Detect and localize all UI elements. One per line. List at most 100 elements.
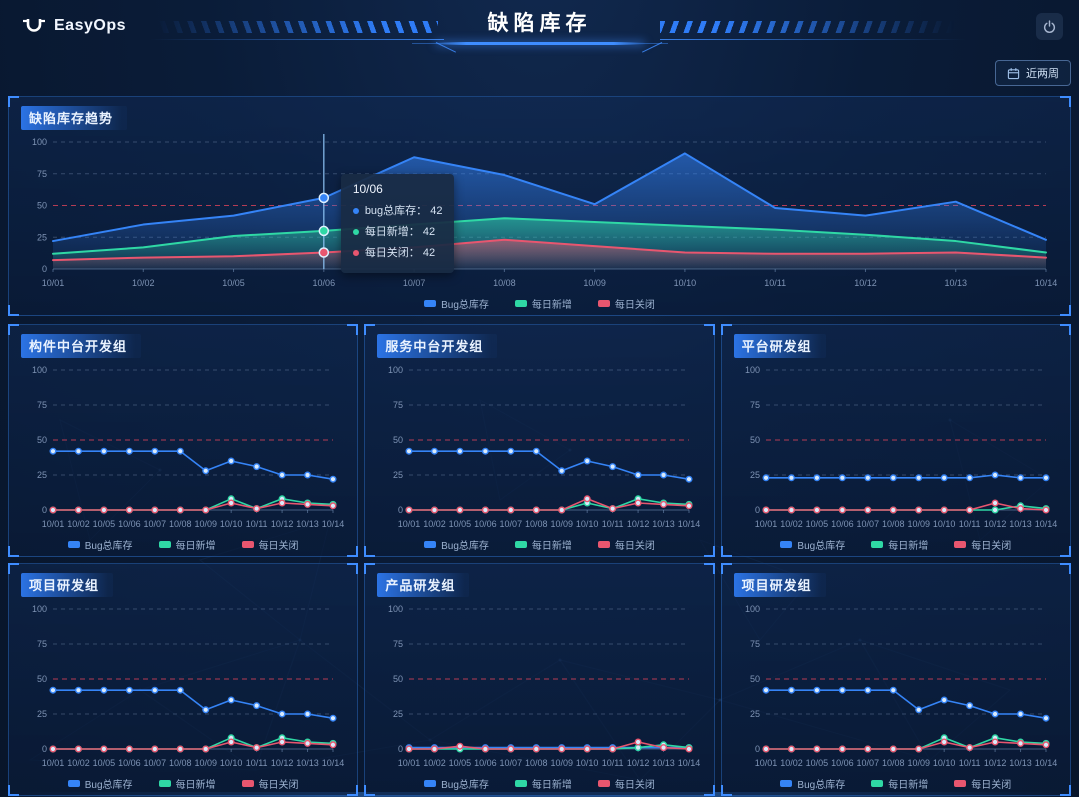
svg-text:50: 50 — [37, 435, 47, 445]
legend-item[interactable]: 每日新增 — [514, 296, 572, 311]
svg-text:0: 0 — [42, 264, 47, 274]
legend-item[interactable]: 每日关闭 — [597, 776, 655, 791]
panel-title: 平台研发组 — [733, 334, 826, 358]
legend-item[interactable]: Bug总库存 — [780, 776, 845, 791]
legend-item[interactable]: Bug总库存 — [424, 296, 489, 311]
svg-text:10/06: 10/06 — [831, 519, 854, 529]
chart-tooltip: 10/06 bug总库存： 42 每日新增： 42 每日关闭： 42 — [340, 174, 455, 273]
panel-title: 服务中台开发组 — [377, 334, 498, 358]
svg-text:10/10: 10/10 — [220, 519, 243, 529]
calendar-icon — [1007, 67, 1020, 79]
svg-text:10/10: 10/10 — [933, 758, 956, 768]
svg-text:10/07: 10/07 — [500, 758, 523, 768]
svg-text:100: 100 — [32, 137, 47, 147]
legend-item[interactable]: Bug总库存 — [424, 776, 489, 791]
svg-text:10/10: 10/10 — [933, 519, 956, 529]
legend-item[interactable]: 每日关闭 — [241, 776, 299, 791]
date-range-label: 近两周 — [1026, 68, 1059, 80]
svg-text:10/12: 10/12 — [627, 519, 650, 529]
svg-text:10/02: 10/02 — [67, 519, 90, 529]
power-button[interactable] — [1036, 13, 1063, 40]
svg-text:10/10: 10/10 — [674, 278, 697, 288]
svg-text:25: 25 — [37, 232, 47, 242]
svg-text:10/12: 10/12 — [983, 519, 1006, 529]
header-decoration-right — [642, 21, 966, 53]
svg-text:10/01: 10/01 — [754, 519, 777, 529]
svg-text:10/05: 10/05 — [805, 519, 828, 529]
group-chart-3[interactable]: 0 25 50 75 100 10/01 10/02 10/05 10/06 10/07 10/08… — [734, 360, 1058, 537]
legend-item[interactable]: 每日关闭 — [241, 537, 299, 552]
group-chart-4[interactable]: 0 25 50 75 100 10/01 10/02 10/05 10/06 10/07 10/08… — [21, 599, 345, 776]
svg-text:10/09: 10/09 — [194, 519, 217, 529]
title-underline — [434, 42, 645, 45]
svg-text:10/08: 10/08 — [525, 519, 548, 529]
legend-item[interactable]: 每日新增 — [871, 537, 928, 552]
date-range-button[interactable]: 近两周 — [995, 60, 1071, 86]
legend-item[interactable]: Bug总库存 — [67, 537, 133, 552]
svg-text:10/06: 10/06 — [313, 278, 336, 288]
legend-item[interactable]: Bug总库存 — [780, 537, 845, 552]
legend-item[interactable]: Bug总库存 — [67, 776, 133, 791]
legend-item[interactable]: 每日新增 — [871, 776, 928, 791]
tooltip-row: 每日新增： 42 — [352, 222, 443, 243]
svg-text:75: 75 — [393, 400, 403, 410]
svg-text:10/06: 10/06 — [118, 519, 141, 529]
svg-text:25: 25 — [393, 709, 403, 719]
tooltip-row: 每日关闭： 42 — [352, 243, 443, 264]
group-chart-2[interactable]: 0 25 50 75 100 10/01 10/02 10/05 10/06 10/07 10/08… — [377, 360, 701, 537]
chart-legend: Bug总库存 每日新增 每日关闭 — [734, 776, 1058, 791]
svg-text:100: 100 — [32, 604, 47, 614]
svg-text:10/02: 10/02 — [780, 519, 803, 529]
page-title: 缺陷库存 — [487, 12, 592, 35]
legend-item[interactable]: 每日关闭 — [597, 537, 655, 552]
logo-text: EasyOps — [54, 17, 126, 34]
legend-item[interactable]: 每日关闭 — [597, 296, 655, 311]
svg-text:10/01: 10/01 — [42, 278, 65, 288]
group-chart-1[interactable]: 0 25 50 75 100 10/01 10/02 10/05 10/06 10/07 10/08… — [21, 360, 345, 537]
svg-text:25: 25 — [393, 470, 403, 480]
panel-title: 项目研发组 — [21, 573, 114, 597]
svg-text:10/14: 10/14 — [322, 758, 345, 768]
svg-text:10/12: 10/12 — [854, 278, 877, 288]
svg-text:10/07: 10/07 — [500, 519, 523, 529]
svg-text:10/06: 10/06 — [474, 519, 497, 529]
legend-item[interactable]: 每日新增 — [158, 537, 216, 552]
legend-item[interactable]: 每日新增 — [158, 776, 216, 791]
svg-text:10/02: 10/02 — [132, 278, 155, 288]
chart-legend: Bug总库存 每日新增 每日关闭 — [377, 776, 701, 791]
svg-text:100: 100 — [32, 365, 47, 375]
group-chart-5[interactable]: 0 25 50 75 100 10/01 10/02 10/05 10/06 10/07 10/08… — [377, 599, 701, 776]
svg-text:10/02: 10/02 — [424, 758, 447, 768]
defect-trend-chart[interactable]: 0 25 50 75 100 10/01 10/02 10/05 10/06 10/07 10/08… — [21, 132, 1058, 296]
svg-text:10/14: 10/14 — [322, 519, 345, 529]
svg-text:50: 50 — [750, 674, 760, 684]
svg-text:10/09: 10/09 — [907, 519, 930, 529]
svg-text:10/07: 10/07 — [403, 278, 426, 288]
svg-text:10/05: 10/05 — [805, 758, 828, 768]
legend-item[interactable]: Bug总库存 — [424, 537, 489, 552]
svg-text:100: 100 — [388, 604, 403, 614]
svg-text:10/01: 10/01 — [42, 519, 65, 529]
logo: EasyOps — [8, 16, 126, 36]
svg-text:25: 25 — [37, 709, 47, 719]
svg-text:75: 75 — [37, 169, 47, 179]
group-chart-6[interactable]: 0 25 50 75 100 10/01 10/02 10/05 10/06 10/07 10/08… — [734, 599, 1058, 776]
legend-item[interactable]: 每日关闭 — [954, 537, 1011, 552]
svg-text:10/12: 10/12 — [271, 519, 294, 529]
svg-text:10/11: 10/11 — [958, 758, 980, 768]
tooltip-title: 10/06 — [352, 182, 383, 196]
legend-item[interactable]: 每日关闭 — [954, 776, 1011, 791]
svg-text:10/10: 10/10 — [576, 758, 599, 768]
svg-text:50: 50 — [37, 674, 47, 684]
svg-text:75: 75 — [750, 639, 760, 649]
page-title-block: 缺陷库存 — [410, 7, 670, 45]
title-underline-ext — [411, 43, 668, 44]
svg-text:10/13: 10/13 — [1009, 519, 1032, 529]
legend-item[interactable]: 每日新增 — [514, 776, 572, 791]
svg-text:10/12: 10/12 — [271, 758, 294, 768]
legend-item[interactable]: 每日新增 — [514, 537, 572, 552]
panel-defect-trend: 缺陷库存趋势 0 25 50 75 100 10/01 10/02 10/05 10/06 10/… — [8, 96, 1071, 316]
